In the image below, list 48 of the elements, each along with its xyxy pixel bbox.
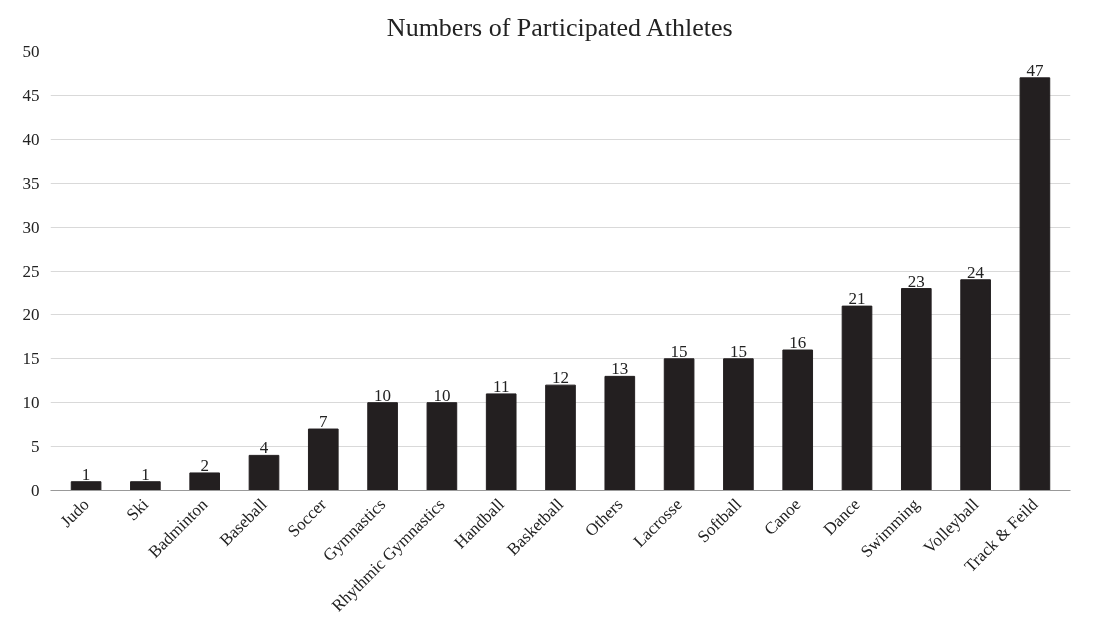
data-label: 11 xyxy=(493,376,510,396)
data-label: 15 xyxy=(729,341,747,361)
bar xyxy=(545,384,576,491)
bar xyxy=(1019,77,1051,491)
x-tick-label: Judo xyxy=(56,494,93,531)
bar xyxy=(841,305,873,491)
y-tick-label: 30 xyxy=(22,217,40,237)
bar xyxy=(130,481,161,491)
data-label: 47 xyxy=(1026,60,1044,80)
data-label: 2 xyxy=(200,455,209,475)
data-label: 16 xyxy=(789,333,807,353)
data-label: 13 xyxy=(611,359,629,379)
chart-title: Numbers of Participated Athletes xyxy=(386,12,733,42)
y-tick-label: 40 xyxy=(22,129,40,149)
bar xyxy=(189,472,221,491)
data-label: 15 xyxy=(670,341,688,361)
y-tick-label: 15 xyxy=(22,349,40,369)
bar xyxy=(70,481,102,491)
y-tick-label: 45 xyxy=(22,85,40,105)
data-label: 21 xyxy=(848,289,866,309)
data-label: 12 xyxy=(552,368,569,388)
data-label: 4 xyxy=(259,438,269,458)
y-tick-label: 35 xyxy=(22,173,40,193)
y-tick-label: 20 xyxy=(22,305,40,325)
bar xyxy=(663,358,695,491)
data-label: 1 xyxy=(81,464,91,484)
data-label: 1 xyxy=(141,464,150,484)
bar xyxy=(723,358,754,491)
data-label: 7 xyxy=(319,412,329,432)
bar xyxy=(604,375,636,491)
y-tick-label: 50 xyxy=(22,42,40,61)
bar xyxy=(248,454,280,491)
y-tick-label: 25 xyxy=(22,261,40,281)
y-tick-label: 10 xyxy=(22,393,40,413)
bar xyxy=(307,428,339,491)
data-label: 10 xyxy=(374,385,392,405)
x-tick-label: Ski xyxy=(122,494,153,525)
bar xyxy=(960,279,991,491)
bar xyxy=(426,402,458,491)
bar xyxy=(900,288,932,491)
data-label: 10 xyxy=(433,385,451,405)
data-label: 23 xyxy=(907,271,925,291)
bar xyxy=(782,349,814,491)
bar xyxy=(485,393,517,491)
data-label: 24 xyxy=(967,262,985,282)
y-tick-label: 5 xyxy=(31,437,40,457)
y-tick-label: 0 xyxy=(31,481,40,500)
bar xyxy=(367,402,398,491)
